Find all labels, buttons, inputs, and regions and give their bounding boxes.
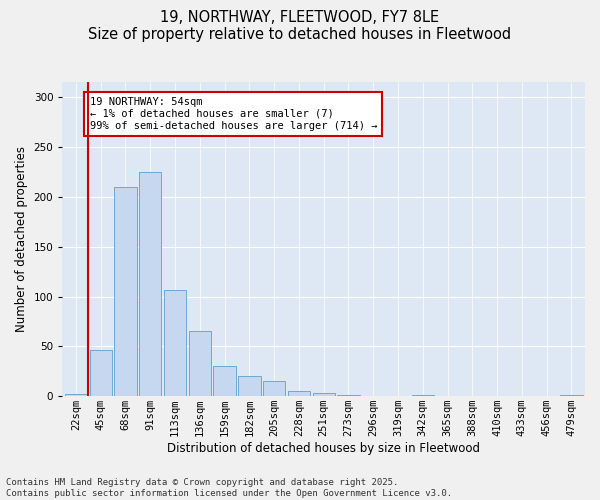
Bar [412,395,434,396]
Text: 19, NORTHWAY, FLEETWOOD, FY7 8LE
Size of property relative to detached houses in: 19, NORTHWAY, FLEETWOOD, FY7 8LE Size of… [88,10,512,42]
Bar [164,290,186,396]
Text: Contains HM Land Registry data © Crown copyright and database right 2025.
Contai: Contains HM Land Registry data © Crown c… [6,478,452,498]
Bar [288,391,310,396]
Bar [214,366,236,396]
Bar [337,395,359,396]
Bar [263,381,285,396]
Bar [313,393,335,396]
X-axis label: Distribution of detached houses by size in Fleetwood: Distribution of detached houses by size … [167,442,480,455]
Y-axis label: Number of detached properties: Number of detached properties [15,146,28,332]
Bar [238,376,260,396]
Bar [560,395,583,396]
Bar [188,332,211,396]
Bar [65,394,87,396]
Bar [139,172,161,396]
Bar [115,187,137,396]
Text: 19 NORTHWAY: 54sqm
← 1% of detached houses are smaller (7)
99% of semi-detached : 19 NORTHWAY: 54sqm ← 1% of detached hous… [89,98,377,130]
Bar [89,350,112,396]
